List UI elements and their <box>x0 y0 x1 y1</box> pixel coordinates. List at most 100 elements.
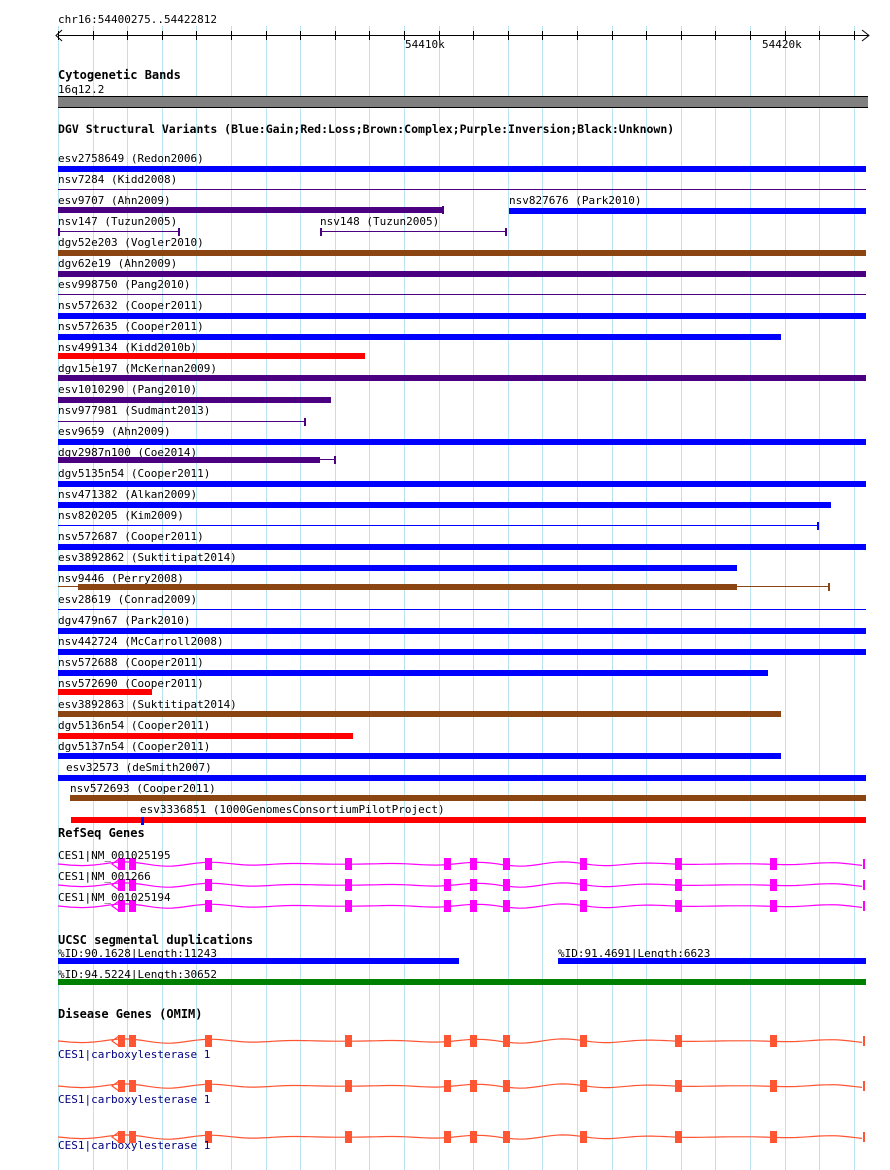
dgv-variant-label[interactable]: nsv572690 (Cooper2011) <box>58 677 204 690</box>
dgv-variant-label[interactable]: esv9707 (Ahn2009) <box>58 194 171 207</box>
gene-exon[interactable] <box>503 1080 510 1092</box>
gene-exon[interactable] <box>129 879 136 891</box>
dgv-variant-bar[interactable] <box>58 525 817 526</box>
gene-exon[interactable] <box>675 900 682 912</box>
cytoband-bar[interactable] <box>58 96 868 108</box>
gene-exon[interactable] <box>675 879 682 891</box>
gene-exon[interactable] <box>770 879 777 891</box>
dgv-variant-label[interactable]: esv3336851 (1000GenomesConsortiumPilotPr… <box>140 803 445 816</box>
dgv-variant-label[interactable]: esv2758649 (Redon2006) <box>58 152 204 165</box>
dgv-variant-label[interactable]: nsv572693 (Cooper2011) <box>70 782 216 795</box>
dgv-variant-bar[interactable] <box>58 166 866 172</box>
dgv-variant-bar[interactable] <box>58 421 304 422</box>
dgv-variant-label[interactable]: nsv9446 (Perry2008) <box>58 572 184 585</box>
dgv-variant-bar[interactable] <box>58 649 866 655</box>
dgv-variant-bar[interactable] <box>320 231 505 232</box>
dgv-variant-label[interactable]: nsv572688 (Cooper2011) <box>58 656 204 669</box>
gene-exon[interactable] <box>580 858 587 870</box>
gene-exon[interactable] <box>470 900 477 912</box>
dgv-variant-bar[interactable] <box>58 294 866 295</box>
dgv-variant-bar[interactable] <box>58 250 866 256</box>
gene-exon[interactable] <box>118 858 125 870</box>
gene-exon[interactable] <box>205 1080 212 1092</box>
dgv-variant-label[interactable]: nsv147 (Tuzun2005) <box>58 215 178 228</box>
gene-exon[interactable] <box>503 858 510 870</box>
gene-exon[interactable] <box>129 858 136 870</box>
segdup-label[interactable]: %ID:90.1628|Length:11243 <box>58 947 217 960</box>
dgv-variant-bar[interactable] <box>58 711 781 717</box>
dgv-variant-label[interactable]: nsv572635 (Cooper2011) <box>58 320 204 333</box>
gene-exon[interactable] <box>444 1035 451 1047</box>
dgv-variant-label[interactable]: esv3892862 (Suktitipat2014) <box>58 551 237 564</box>
gene-name-label[interactable]: CES1|carboxylesterase 1 <box>58 1093 211 1106</box>
gene-exon[interactable] <box>503 1131 510 1143</box>
dgv-variant-bar[interactable] <box>58 375 866 381</box>
dgv-variant-bar[interactable] <box>58 439 866 445</box>
gene-exon[interactable] <box>675 1080 682 1092</box>
dgv-variant-label[interactable]: nsv572687 (Cooper2011) <box>58 530 204 543</box>
gene-exon[interactable] <box>470 1080 477 1092</box>
gene-model[interactable] <box>57 1033 866 1049</box>
dgv-variant-label[interactable]: nsv499134 (Kidd2010b) <box>58 341 198 354</box>
dgv-variant-bar[interactable] <box>58 231 178 232</box>
dgv-variant-bar[interactable] <box>58 689 152 695</box>
gene-model[interactable] <box>57 1078 866 1094</box>
dgv-variant-label[interactable]: dgv52e203 (Vogler2010) <box>58 236 204 249</box>
gene-exon[interactable] <box>470 858 477 870</box>
gene-exon[interactable] <box>444 900 451 912</box>
dgv-variant-label[interactable]: dgv62e19 (Ahn2009) <box>58 257 178 270</box>
dgv-variant-label[interactable]: nsv471382 (Alkan2009) <box>58 488 198 501</box>
gene-exon[interactable] <box>770 1131 777 1143</box>
gene-model[interactable] <box>57 877 866 893</box>
gene-exon[interactable] <box>129 1131 136 1143</box>
gene-exon[interactable] <box>118 1080 125 1092</box>
dgv-variant-label[interactable]: esv9659 (Ahn2009) <box>58 425 171 438</box>
dgv-variant-label[interactable]: esv32573 (deSmith2007) <box>66 761 212 774</box>
gene-exon[interactable] <box>770 900 777 912</box>
dgv-variant-bar[interactable] <box>58 207 442 213</box>
segdup-bar[interactable] <box>58 958 459 964</box>
gene-exon[interactable] <box>444 858 451 870</box>
gene-model[interactable] <box>57 898 866 914</box>
dgv-variant-bar[interactable] <box>58 753 781 759</box>
dgv-variant-label[interactable]: esv3892863 (Suktitipat2014) <box>58 698 237 711</box>
gene-exon[interactable] <box>770 858 777 870</box>
dgv-variant-label[interactable]: esv1010290 (Pang2010) <box>58 383 198 396</box>
dgv-variant-bar[interactable] <box>58 733 353 739</box>
dgv-variant-bar[interactable] <box>70 795 866 801</box>
gene-exon[interactable] <box>118 1131 125 1143</box>
dgv-variant-bar[interactable] <box>58 775 866 781</box>
dgv-variant-bar[interactable] <box>71 817 866 823</box>
dgv-variant-label[interactable]: dgv2987n100 (Coe2014) <box>58 446 198 459</box>
dgv-variant-bar[interactable] <box>58 457 320 463</box>
gene-exon[interactable] <box>205 1035 212 1047</box>
gene-exon[interactable] <box>345 858 352 870</box>
dgv-variant-bar[interactable] <box>58 481 866 487</box>
gene-exon[interactable] <box>118 879 125 891</box>
gene-model[interactable] <box>57 856 866 872</box>
gene-exon[interactable] <box>675 1131 682 1143</box>
gene-exon[interactable] <box>345 1080 352 1092</box>
gene-exon[interactable] <box>345 900 352 912</box>
gene-name-label[interactable]: CES1|NM_001025194 <box>58 891 171 904</box>
gene-exon[interactable] <box>770 1080 777 1092</box>
gene-exon[interactable] <box>675 1035 682 1047</box>
dgv-variant-label[interactable]: nsv148 (Tuzun2005) <box>320 215 440 228</box>
dgv-variant-bar[interactable] <box>58 670 768 676</box>
dgv-variant-label[interactable]: nsv977981 (Sudmant2013) <box>58 404 211 417</box>
dgv-variant-label[interactable]: nsv820205 (Kim2009) <box>58 509 184 522</box>
gene-exon[interactable] <box>770 1035 777 1047</box>
gene-name-label[interactable]: CES1|NM_001025195 <box>58 849 171 862</box>
dgv-variant-marker[interactable] <box>141 817 144 825</box>
dgv-variant-label[interactable]: nsv442724 (McCarroll2008) <box>58 635 224 648</box>
gene-exon[interactable] <box>345 1035 352 1047</box>
gene-name-label[interactable]: CES1|carboxylesterase 1 <box>58 1139 211 1152</box>
gene-exon[interactable] <box>444 879 451 891</box>
segdup-bar[interactable] <box>558 958 866 964</box>
dgv-variant-bar[interactable] <box>58 313 866 319</box>
gene-exon[interactable] <box>470 1035 477 1047</box>
gene-exon[interactable] <box>503 1035 510 1047</box>
gene-name-label[interactable]: CES1|NM_001266 <box>58 870 151 883</box>
dgv-variant-bar[interactable] <box>58 189 866 190</box>
gene-exon[interactable] <box>580 900 587 912</box>
